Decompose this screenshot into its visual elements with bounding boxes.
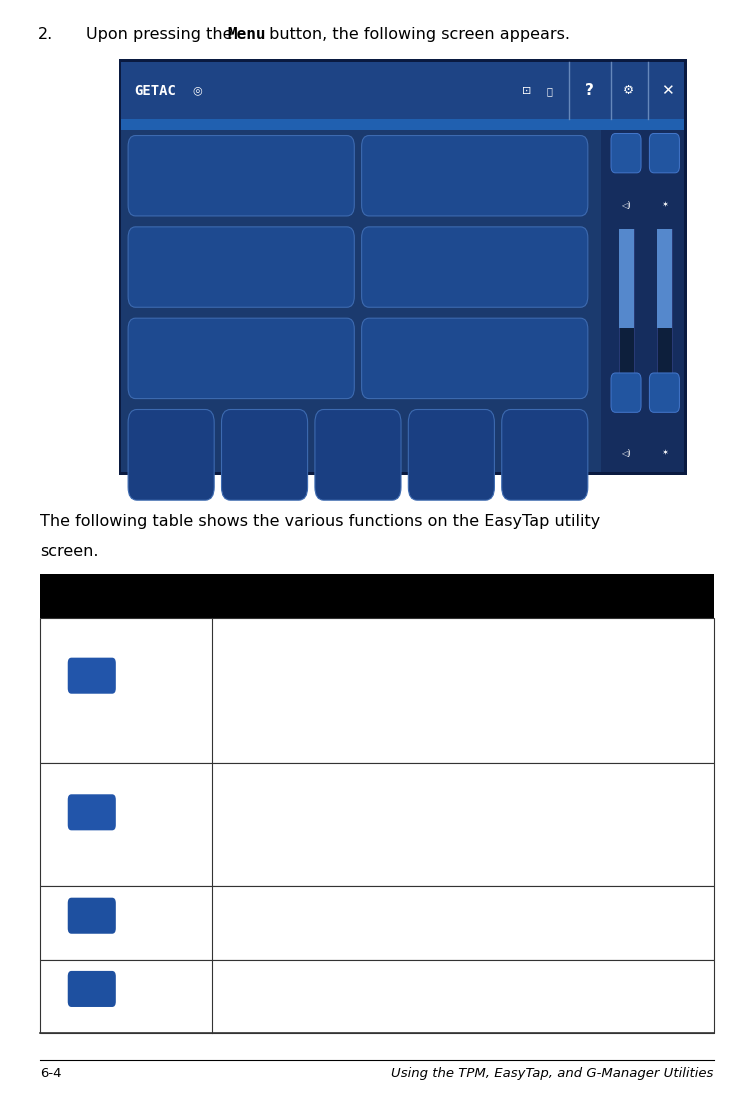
Text: ✚: ✚: [353, 439, 363, 453]
Text: ⊡: ⊡: [87, 671, 97, 681]
Bar: [601, 130, 684, 472]
Text: 90°: 90°: [324, 352, 346, 365]
FancyBboxPatch shape: [128, 410, 214, 501]
Text: ⊕: ⊕: [166, 439, 176, 453]
Text: ?: ?: [585, 83, 594, 98]
FancyBboxPatch shape: [68, 795, 116, 831]
Text: BOTH: BOTH: [542, 352, 579, 365]
FancyBboxPatch shape: [408, 410, 494, 501]
Text: Upon pressing the: Upon pressing the: [86, 27, 238, 43]
Text: ⚙: ⚙: [86, 982, 98, 996]
FancyBboxPatch shape: [362, 227, 588, 307]
FancyBboxPatch shape: [362, 318, 588, 399]
Text: Display: Display: [406, 352, 449, 365]
Text: ?: ?: [87, 907, 97, 925]
Text: IN: IN: [331, 260, 346, 273]
Bar: [119, 59, 687, 475]
Text: ✕: ✕: [661, 83, 674, 98]
Text: Bluetooth
Setup: Bluetooth Setup: [433, 470, 470, 490]
Bar: [40, 886, 714, 960]
FancyBboxPatch shape: [128, 227, 354, 307]
FancyBboxPatch shape: [611, 373, 641, 412]
Text: E-mail: E-mail: [253, 475, 277, 484]
FancyBboxPatch shape: [649, 373, 679, 412]
Text: Explorer: Explorer: [155, 475, 187, 484]
Text: Rotate: Rotate: [172, 352, 211, 365]
Text: ◁): ◁): [621, 449, 631, 458]
Text: ✶: ✶: [661, 449, 668, 458]
Text: ⊟: ⊟: [143, 352, 154, 365]
FancyBboxPatch shape: [68, 971, 116, 1007]
Text: ◁): ◁): [621, 201, 631, 210]
FancyBboxPatch shape: [222, 410, 307, 501]
Bar: [40, 763, 714, 886]
Bar: [619, 230, 633, 381]
Bar: [121, 62, 684, 119]
Text: Using the TPM, EasyTap, and G-Manager Utilities: Using the TPM, EasyTap, and G-Manager Ut…: [392, 1067, 714, 1080]
Text: +: +: [659, 146, 671, 161]
Text: 🔒: 🔒: [101, 808, 106, 816]
Text: ✺: ✺: [377, 260, 387, 273]
Text: ≋: ≋: [143, 169, 154, 183]
Text: ⊞: ⊞: [143, 260, 154, 273]
Text: 2.: 2.: [38, 27, 53, 43]
FancyBboxPatch shape: [128, 136, 354, 216]
Text: ⊡: ⊡: [377, 352, 387, 365]
Text: This would prevent accidental pressing of the
keypad buttons during transport.: This would prevent accidental pressing o…: [221, 705, 555, 739]
Text: 🔐: 🔐: [546, 85, 552, 96]
FancyBboxPatch shape: [501, 410, 588, 501]
Text: Turns on the Quick Button Setup utility (refer to
the next section for details).: Turns on the Quick Button Setup utility …: [221, 973, 570, 1007]
Text: ✶: ✶: [661, 201, 668, 210]
Text: OFF: OFF: [553, 169, 579, 183]
Text: 6-4: 6-4: [40, 1067, 61, 1080]
Text: MANUAL: MANUAL: [523, 260, 579, 273]
Text: Backlit: Backlit: [406, 260, 446, 273]
Text: −: −: [620, 386, 632, 400]
Text: Virtual
Keyboard: Virtual Keyboard: [527, 470, 563, 490]
Text: 🔒: 🔒: [100, 671, 105, 680]
Text: Fn: Fn: [81, 808, 93, 818]
Text: ◎: ◎: [193, 85, 202, 96]
FancyBboxPatch shape: [649, 133, 679, 173]
Text: EasyTap Description: EasyTap Description: [372, 588, 554, 603]
Text: +: +: [620, 146, 632, 161]
Text: GETAC: GETAC: [134, 84, 176, 97]
Text: Docking: Docking: [172, 260, 220, 273]
Text: button, the following screen appears.: button, the following screen appears.: [264, 27, 569, 43]
Text: Operation: Operation: [81, 588, 171, 603]
FancyBboxPatch shape: [68, 658, 116, 694]
Text: An abbreviated Help file for using the EasyTap
utility is available.: An abbreviated Help file for using the E…: [221, 900, 560, 933]
FancyBboxPatch shape: [68, 897, 116, 933]
Bar: [657, 230, 672, 328]
Text: Switches the keypad lock ON and OFF. Press
the button one second to turn ON (loc: Switches the keypad lock ON and OFF. Pre…: [221, 623, 582, 696]
FancyBboxPatch shape: [362, 136, 588, 216]
Bar: [121, 119, 684, 130]
Text: ✉: ✉: [259, 439, 270, 453]
Text: The following table shows the various functions on the EasyTap utility: The following table shows the various fu…: [40, 514, 600, 529]
Text: Calibration: Calibration: [337, 475, 379, 484]
Text: −: −: [659, 386, 671, 400]
Bar: [40, 960, 714, 1033]
Text: You can use the secondary functions of keypad
buttons with blue color on top of : You can use the secondary functions of k…: [221, 837, 566, 871]
Text: Menu: Menu: [227, 27, 266, 43]
Text: ✴: ✴: [446, 439, 457, 453]
Bar: [657, 230, 672, 381]
FancyBboxPatch shape: [128, 318, 354, 399]
Text: Switches the Fn keylock ON and OFF (    icon
appears on the system tray when ON): Switches the Fn keylock ON and OFF ( ico…: [221, 768, 548, 802]
Text: RF: RF: [172, 169, 187, 183]
Bar: [121, 62, 684, 472]
FancyBboxPatch shape: [611, 133, 641, 173]
Text: ECO: ECO: [406, 169, 430, 183]
Text: ⊡: ⊡: [522, 85, 531, 96]
Text: ⊞: ⊞: [539, 439, 550, 453]
Bar: [40, 618, 714, 763]
Text: ⚙: ⚙: [622, 84, 634, 97]
FancyBboxPatch shape: [315, 410, 401, 501]
Bar: [40, 574, 714, 618]
Text: screen.: screen.: [40, 544, 99, 560]
Text: ⊡: ⊡: [377, 169, 387, 183]
Bar: [619, 230, 633, 328]
Text: OFF: OFF: [320, 169, 346, 183]
